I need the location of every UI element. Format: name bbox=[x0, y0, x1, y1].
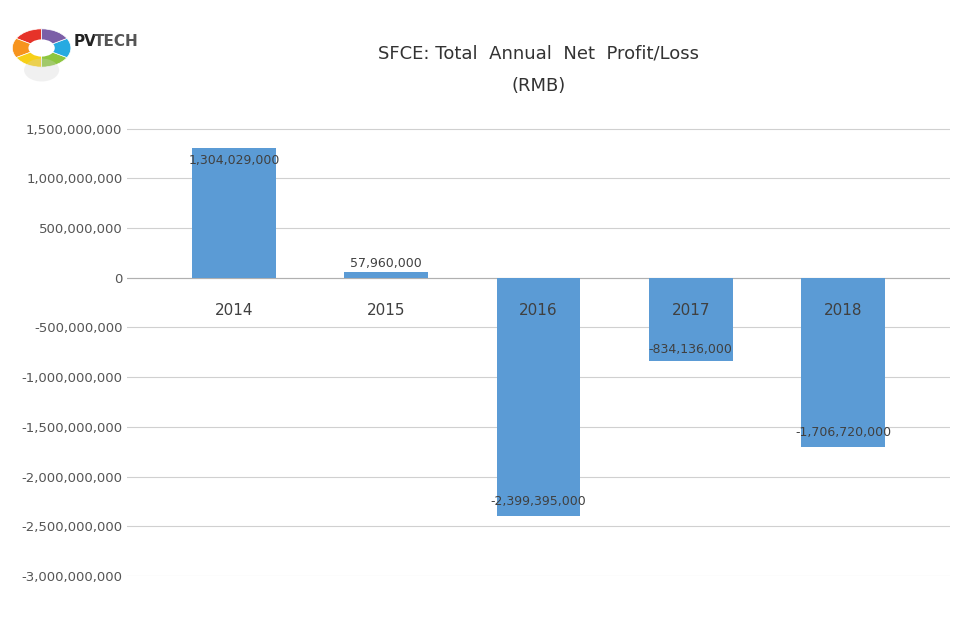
Circle shape bbox=[28, 40, 55, 56]
Text: TECH: TECH bbox=[94, 34, 139, 49]
Bar bbox=[192, 148, 276, 278]
Circle shape bbox=[24, 58, 59, 81]
Bar bbox=[800, 278, 884, 447]
Text: 2014: 2014 bbox=[214, 303, 253, 318]
Text: -834,136,000: -834,136,000 bbox=[648, 343, 732, 356]
Text: 2017: 2017 bbox=[671, 303, 709, 318]
Bar bbox=[648, 278, 732, 361]
Wedge shape bbox=[17, 29, 41, 48]
Text: 57,960,000: 57,960,000 bbox=[350, 257, 422, 269]
Text: SFCE: Total  Annual  Net  Profit/Loss: SFCE: Total Annual Net Profit/Loss bbox=[378, 45, 698, 63]
Text: 2015: 2015 bbox=[367, 303, 405, 318]
Wedge shape bbox=[17, 48, 41, 67]
Wedge shape bbox=[41, 38, 70, 58]
Wedge shape bbox=[41, 48, 67, 67]
Wedge shape bbox=[13, 38, 41, 58]
Text: PV: PV bbox=[73, 34, 96, 49]
Text: 1,304,029,000: 1,304,029,000 bbox=[188, 154, 280, 167]
Text: -1,706,720,000: -1,706,720,000 bbox=[794, 426, 890, 440]
Text: -2,399,395,000: -2,399,395,000 bbox=[490, 495, 586, 508]
Wedge shape bbox=[41, 29, 67, 48]
Bar bbox=[496, 278, 580, 516]
Text: 2016: 2016 bbox=[518, 303, 557, 318]
Bar bbox=[344, 272, 427, 278]
Text: 2018: 2018 bbox=[822, 303, 862, 318]
Text: (RMB): (RMB) bbox=[511, 77, 565, 95]
